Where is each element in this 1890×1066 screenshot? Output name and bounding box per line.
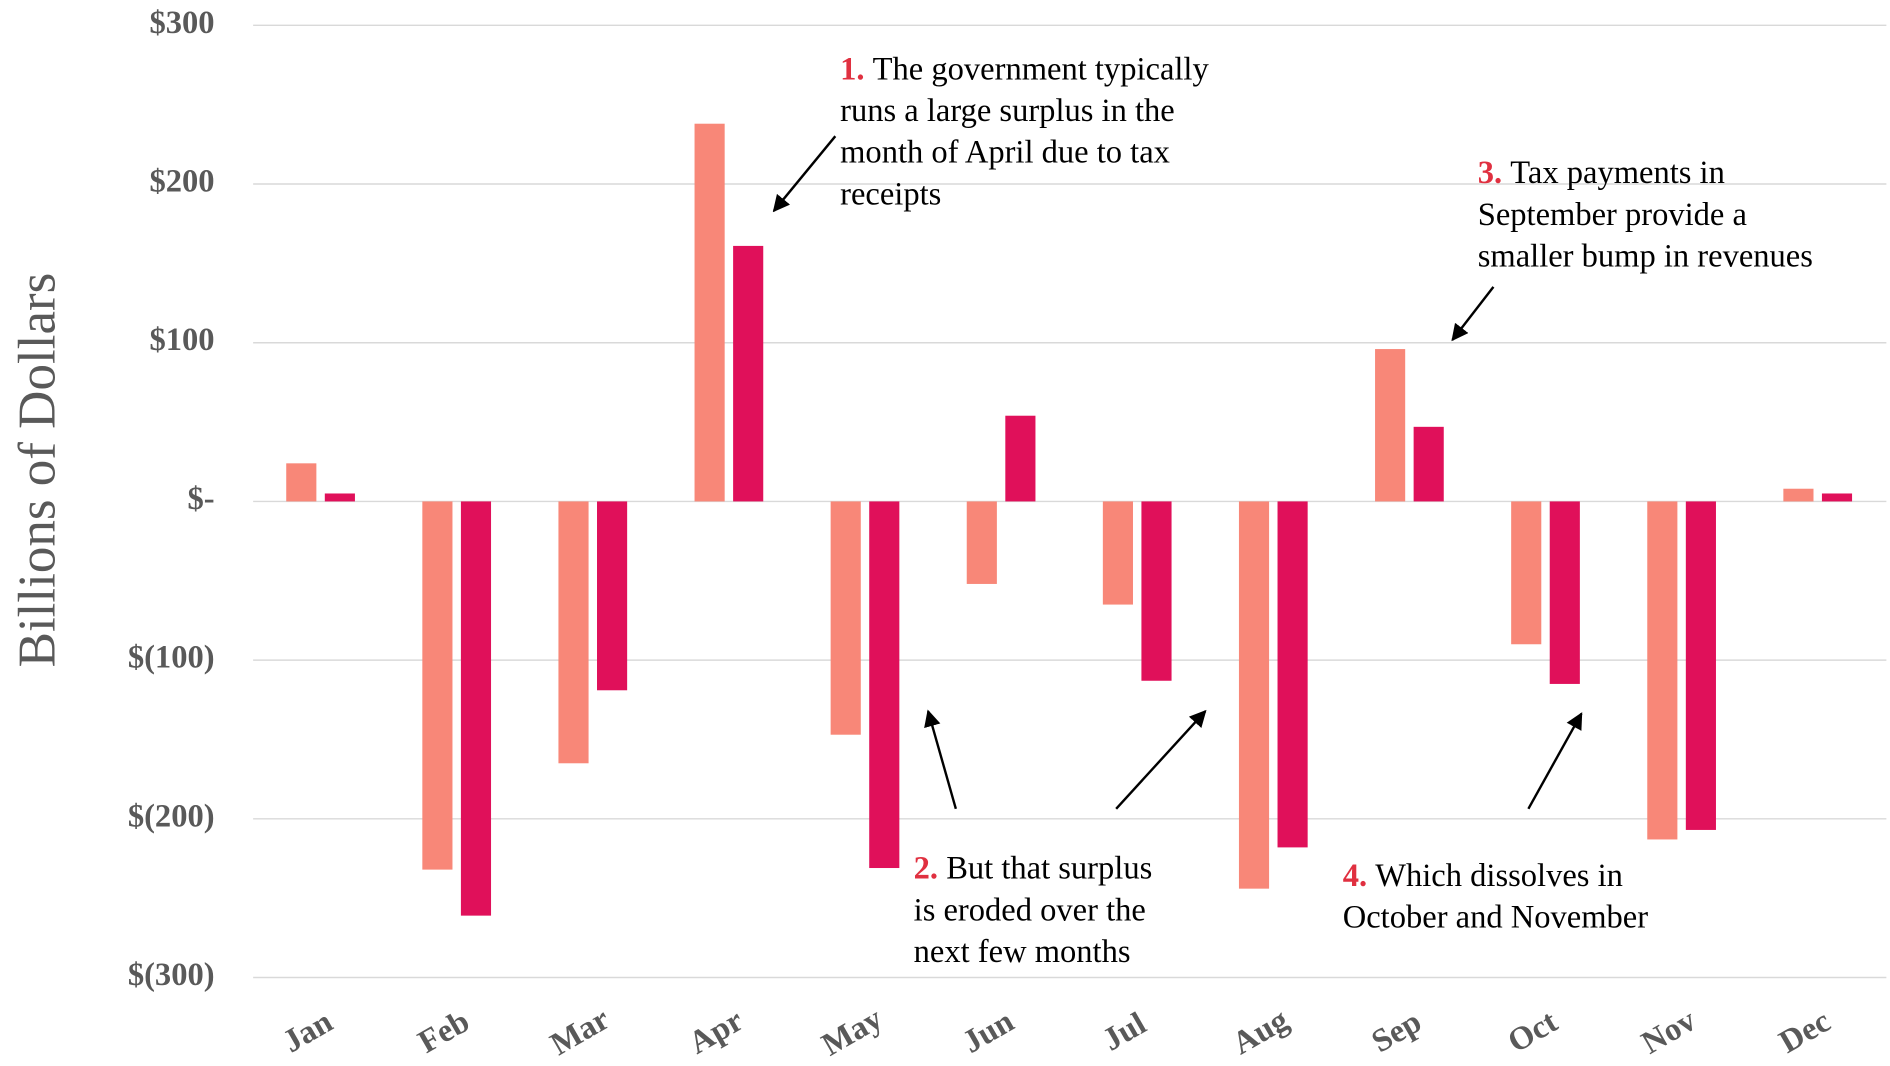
bar [1005, 415, 1036, 502]
bar [1102, 501, 1133, 605]
annotation-text: September provide a [1478, 197, 1747, 233]
annotation-line: is eroded over the [914, 892, 1146, 928]
bar [597, 501, 628, 691]
y-tick-label: $- [187, 481, 214, 517]
y-tick-label: $300 [150, 5, 215, 41]
annotation-line: 1. The government typically [840, 52, 1209, 88]
bar [733, 245, 764, 502]
arrow [924, 709, 958, 810]
annotation-line: 3. Tax payments in [1478, 155, 1725, 191]
annotation: 2. But that surplus is eroded over the nex… [914, 851, 1153, 970]
annotation-text: next few months [914, 934, 1131, 970]
arrow [1527, 712, 1583, 810]
bar [324, 493, 355, 502]
annotation-text: The government typically [873, 52, 1210, 88]
bar [1647, 501, 1678, 840]
bar [1238, 501, 1270, 889]
bar [460, 501, 492, 916]
x-tick-label: Jul [1097, 1006, 1153, 1059]
bar [1413, 426, 1444, 502]
x-tick-label: Nov [1636, 1002, 1703, 1062]
annotation-number: 2. [914, 851, 938, 887]
x-tick-label: Apr [683, 1002, 750, 1061]
y-axis-label: Billions of Dollars [8, 273, 66, 668]
annotation-text: is eroded over the [914, 892, 1146, 928]
x-tick-label: Jan [277, 1004, 339, 1060]
bar [1685, 501, 1716, 830]
annotation-line: receipts [840, 176, 941, 212]
bar [1821, 493, 1853, 502]
annotation-text: Tax payments in [1510, 155, 1725, 191]
annotation-line: smaller bump in revenues [1478, 238, 1813, 274]
bar [1549, 501, 1580, 684]
x-tick-label: Sep [1366, 1004, 1428, 1060]
annotation: 4. Which dissolves in October and Novembe… [1343, 858, 1648, 936]
annotation-text: Which dissolves in [1375, 858, 1623, 894]
annotation-text: But that surplus [946, 851, 1152, 887]
annotation-text: smaller bump in revenues [1478, 238, 1813, 274]
annotation-text: October and November [1343, 900, 1648, 936]
bar [1375, 349, 1406, 502]
bar [422, 501, 453, 870]
arrows [772, 135, 1583, 810]
annotation-line: month of April due to tax [840, 135, 1170, 171]
annotation-text: month of April due to tax [840, 135, 1170, 171]
bar [869, 501, 900, 869]
bar [1511, 501, 1542, 645]
x-tick-label: Aug [1227, 1002, 1295, 1062]
annotation-number: 1. [840, 52, 864, 88]
annotation-line: 2. But that surplus [914, 851, 1153, 887]
annotation: 1. The government typically runs a large … [840, 52, 1209, 213]
x-tick-label: May [816, 1001, 889, 1064]
annotation-line: runs a large surplus in the [840, 93, 1175, 129]
bar [1277, 501, 1308, 848]
x-tick-label: Oct [1502, 1004, 1564, 1061]
bar [830, 501, 861, 735]
arrow [772, 135, 837, 213]
bar [694, 123, 725, 502]
annotation-text: receipts [840, 176, 941, 212]
bar [286, 463, 317, 502]
x-tick-label: Feb [412, 1003, 475, 1060]
annotation-line: October and November [1343, 900, 1648, 936]
arrow [1115, 709, 1207, 810]
x-tick-label: Dec [1773, 1003, 1836, 1060]
annotation-line: 4. Which dissolves in [1343, 858, 1623, 894]
bar [966, 501, 997, 584]
annotation-number: 3. [1478, 155, 1502, 191]
y-tick-label: $(100) [128, 640, 215, 676]
y-tick-label: $(200) [128, 798, 215, 834]
y-tick-label: $(300) [128, 957, 215, 993]
y-tick-label: $100 [150, 322, 215, 358]
bar [1141, 501, 1172, 681]
annotation: 3. Tax payments in September provide a sma… [1478, 155, 1813, 274]
x-tick-label: Mar [544, 1001, 615, 1063]
bar [558, 501, 589, 764]
annotation-text: runs a large surplus in the [840, 93, 1175, 129]
bar [1783, 488, 1814, 502]
arrow [1451, 286, 1495, 342]
annotation-number: 4. [1343, 858, 1367, 894]
y-tick-label: $200 [150, 163, 215, 199]
annotation-line: September provide a [1478, 197, 1747, 233]
annotation-line: next few months [914, 934, 1131, 970]
grid [253, 24, 1887, 979]
x-tick-label: Jun [957, 1003, 1020, 1060]
